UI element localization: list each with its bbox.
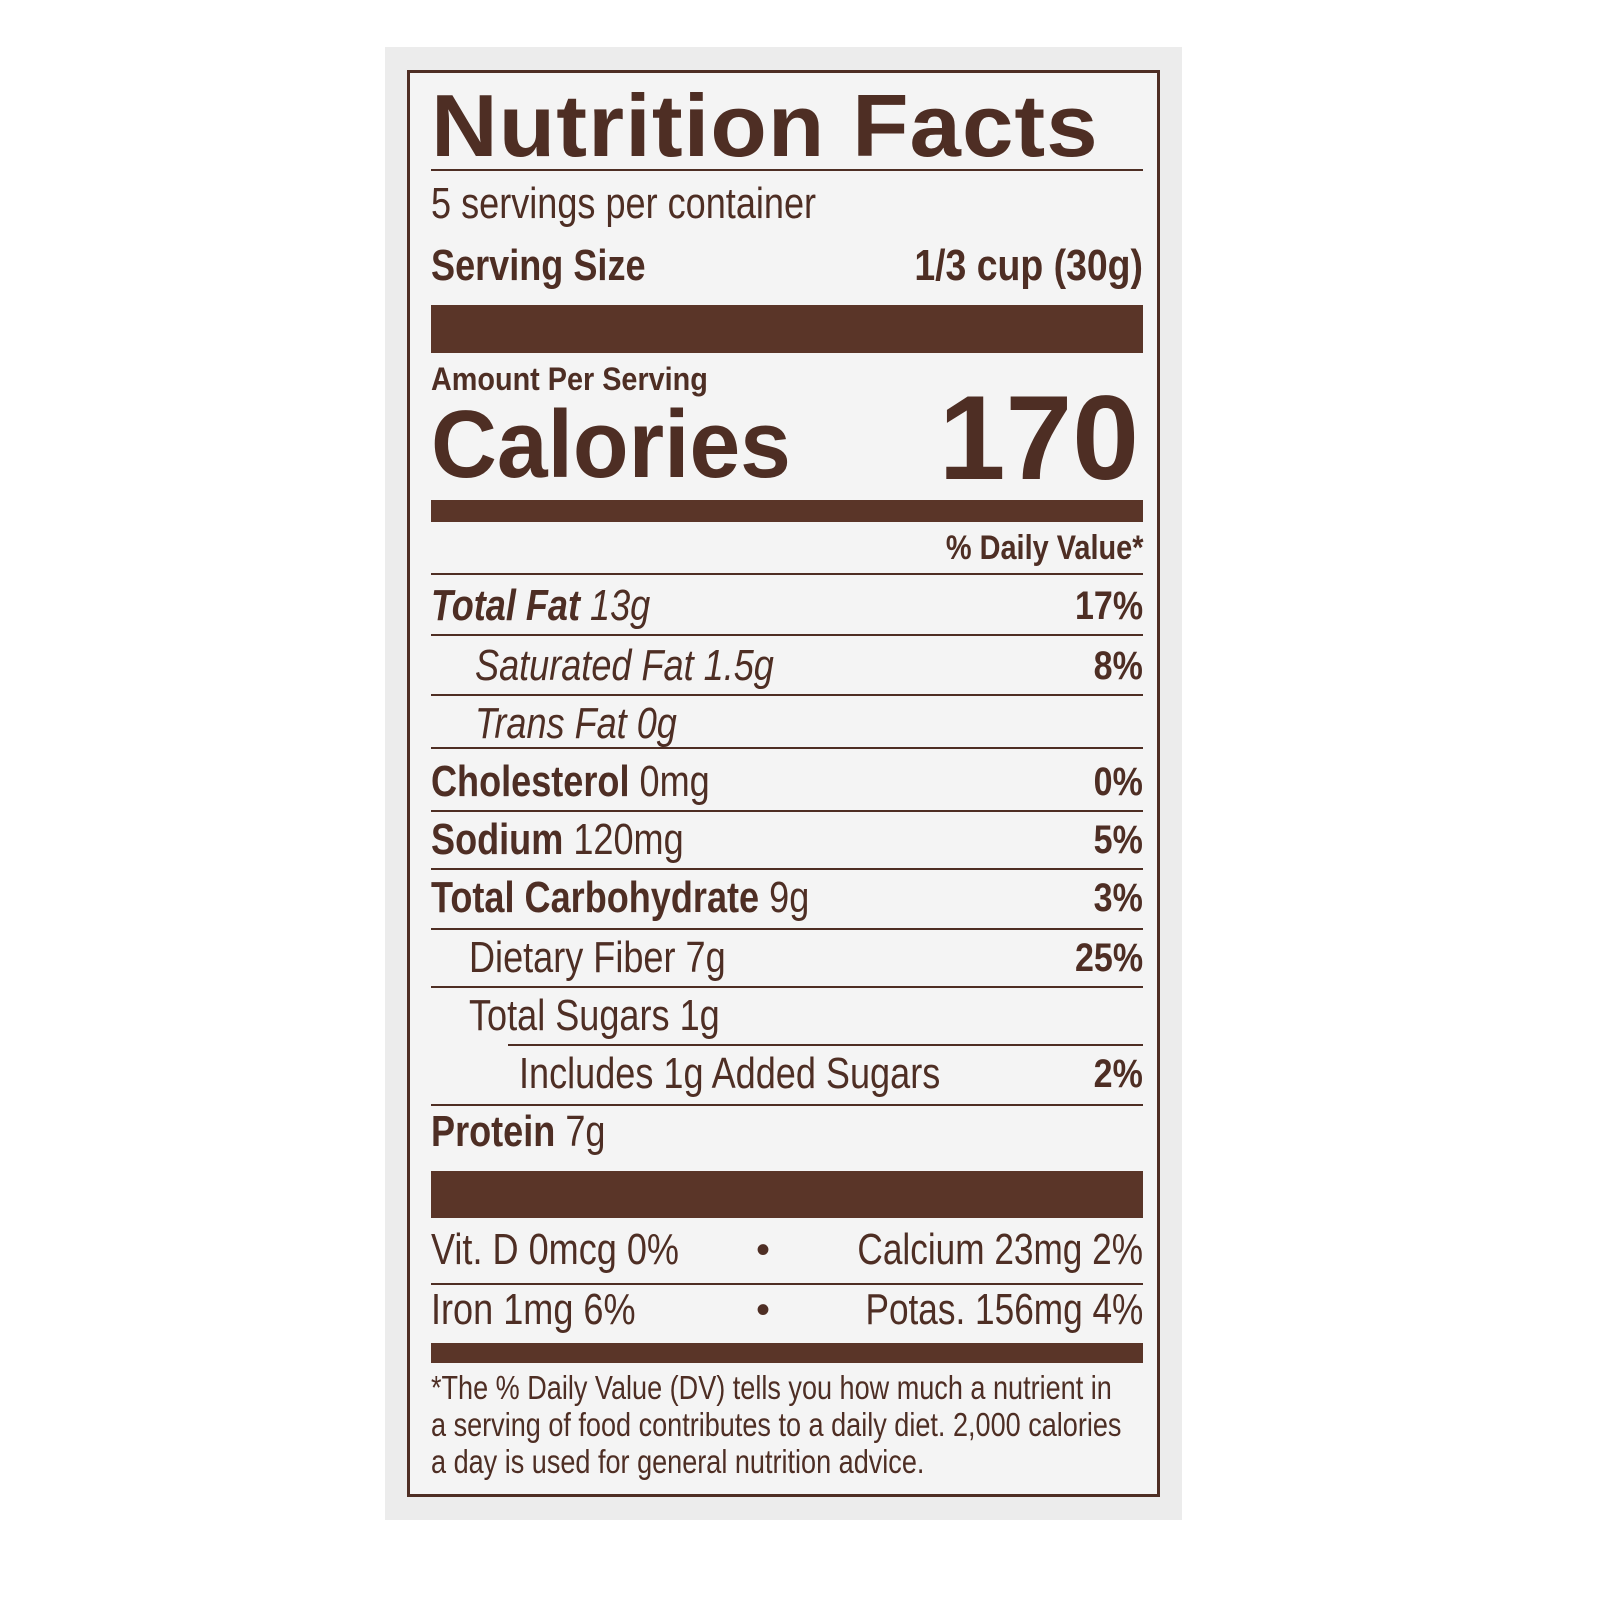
nutrient-name: Dietary Fiber	[469, 933, 676, 982]
nutrient-amount: 7g	[685, 933, 726, 982]
iron: Iron 1mg 6%	[431, 1285, 636, 1334]
nutrient-row-saturated-fat: Saturated Fat 1.5g 8%	[431, 641, 1143, 691]
servings-text: 5 servings per container	[431, 179, 817, 228]
nutrient-name: Includes 1g Added Sugars	[519, 1049, 941, 1098]
nutrient-row-trans-fat: Trans Fat 0g	[431, 699, 1143, 749]
nutrient-name: Total Carbohydrate	[431, 873, 760, 922]
nutrient-amount: 7g	[565, 1107, 606, 1156]
nutrient-name: Protein	[431, 1107, 556, 1156]
nutrient-dv: 2%	[1093, 1052, 1143, 1096]
nutrient-dv: 25%	[1074, 936, 1143, 980]
nutrient-row-protein: Protein 7g	[431, 1107, 1143, 1157]
nutrient-row-cholesterol: Cholesterol 0mg 0%	[431, 757, 1143, 807]
nutrient-name: Sodium	[431, 815, 564, 864]
daily-value-header: % Daily Value*	[431, 523, 1143, 573]
nutrient-dv: 17%	[1074, 584, 1143, 628]
divider	[431, 634, 1143, 636]
nutrient-name: Cholesterol	[431, 757, 630, 806]
divider	[431, 169, 1143, 171]
divider	[431, 1104, 1143, 1106]
nutrient-name: Saturated Fat	[475, 641, 694, 690]
thick-divider	[431, 305, 1143, 353]
serving-size-row: Serving Size 1/3 cup (30g)	[431, 241, 1143, 291]
nutrient-row-total-carbohydrate: Total Carbohydrate 9g 3%	[431, 873, 1143, 923]
nutrient-row-dietary-fiber: Dietary Fiber 7g 25%	[431, 933, 1143, 983]
divider	[508, 1044, 1143, 1046]
nutrient-row-total-sugars: Total Sugars 1g	[431, 991, 1143, 1041]
nutrient-row-total-fat: Total Fat 13g 17%	[431, 581, 1143, 631]
divider	[431, 928, 1143, 930]
medium-divider	[431, 1343, 1143, 1363]
thick-divider	[431, 1171, 1143, 1218]
nutrient-row-added-sugars: Includes 1g Added Sugars 2%	[431, 1049, 1143, 1099]
nutrition-facts-label: Nutrition Facts 5 servings per container…	[407, 70, 1160, 1497]
divider	[431, 747, 1143, 749]
nutrient-dv: 8%	[1093, 644, 1143, 688]
nutrient-name: Total Fat	[431, 581, 580, 630]
nutrient-name: Total Sugars	[469, 991, 670, 1040]
label-title: Nutrition Facts	[431, 82, 1098, 170]
nutrient-amount: 0mg	[639, 757, 710, 806]
vitamin-d: Vit. D 0mcg 0%	[431, 1225, 679, 1274]
footnote: *The % Daily Value (DV) tells you how mu…	[431, 1369, 1122, 1480]
divider	[431, 1283, 1143, 1285]
serving-size-value: 1/3 cup (30g)	[914, 241, 1143, 290]
nutrient-amount: 1g	[679, 991, 720, 1040]
bullet-separator: •	[756, 1288, 771, 1332]
calories-value: 170	[938, 371, 1139, 505]
divider	[431, 694, 1143, 696]
serving-size-label: Serving Size	[431, 241, 646, 290]
vitamin-row: Vit. D 0mcg 0% • Calcium 23mg 2%	[431, 1225, 1143, 1275]
potassium: Potas. 156mg 4%	[865, 1285, 1143, 1334]
divider	[431, 986, 1143, 988]
nutrient-name: Trans Fat	[475, 699, 627, 748]
nutrient-dv: 3%	[1093, 876, 1143, 920]
amount-per-serving: Amount Per Serving	[431, 361, 708, 397]
nutrient-amount: 13g	[590, 581, 651, 630]
nutrient-amount: 120mg	[573, 815, 684, 864]
nutrient-amount: 9g	[769, 873, 810, 922]
nutrient-amount: 0g	[636, 699, 677, 748]
nutrient-amount: 1.5g	[703, 641, 774, 690]
nutrient-row-sodium: Sodium 120mg 5%	[431, 815, 1143, 865]
title-text: Nutrition Facts	[431, 76, 1099, 175]
divider	[431, 868, 1143, 870]
divider	[431, 810, 1143, 812]
divider	[431, 573, 1143, 575]
calcium: Calcium 23mg 2%	[857, 1225, 1143, 1274]
nutrient-dv: 0%	[1093, 760, 1143, 804]
medium-divider	[431, 500, 1143, 522]
servings-per-container: 5 servings per container	[431, 179, 1143, 229]
bullet-separator: •	[756, 1228, 771, 1272]
nutrient-dv: 5%	[1093, 818, 1143, 862]
vitamin-row: Iron 1mg 6% • Potas. 156mg 4%	[431, 1285, 1143, 1335]
calories-label: Calories	[431, 391, 791, 498]
daily-value-header-text: % Daily Value*	[945, 529, 1143, 567]
